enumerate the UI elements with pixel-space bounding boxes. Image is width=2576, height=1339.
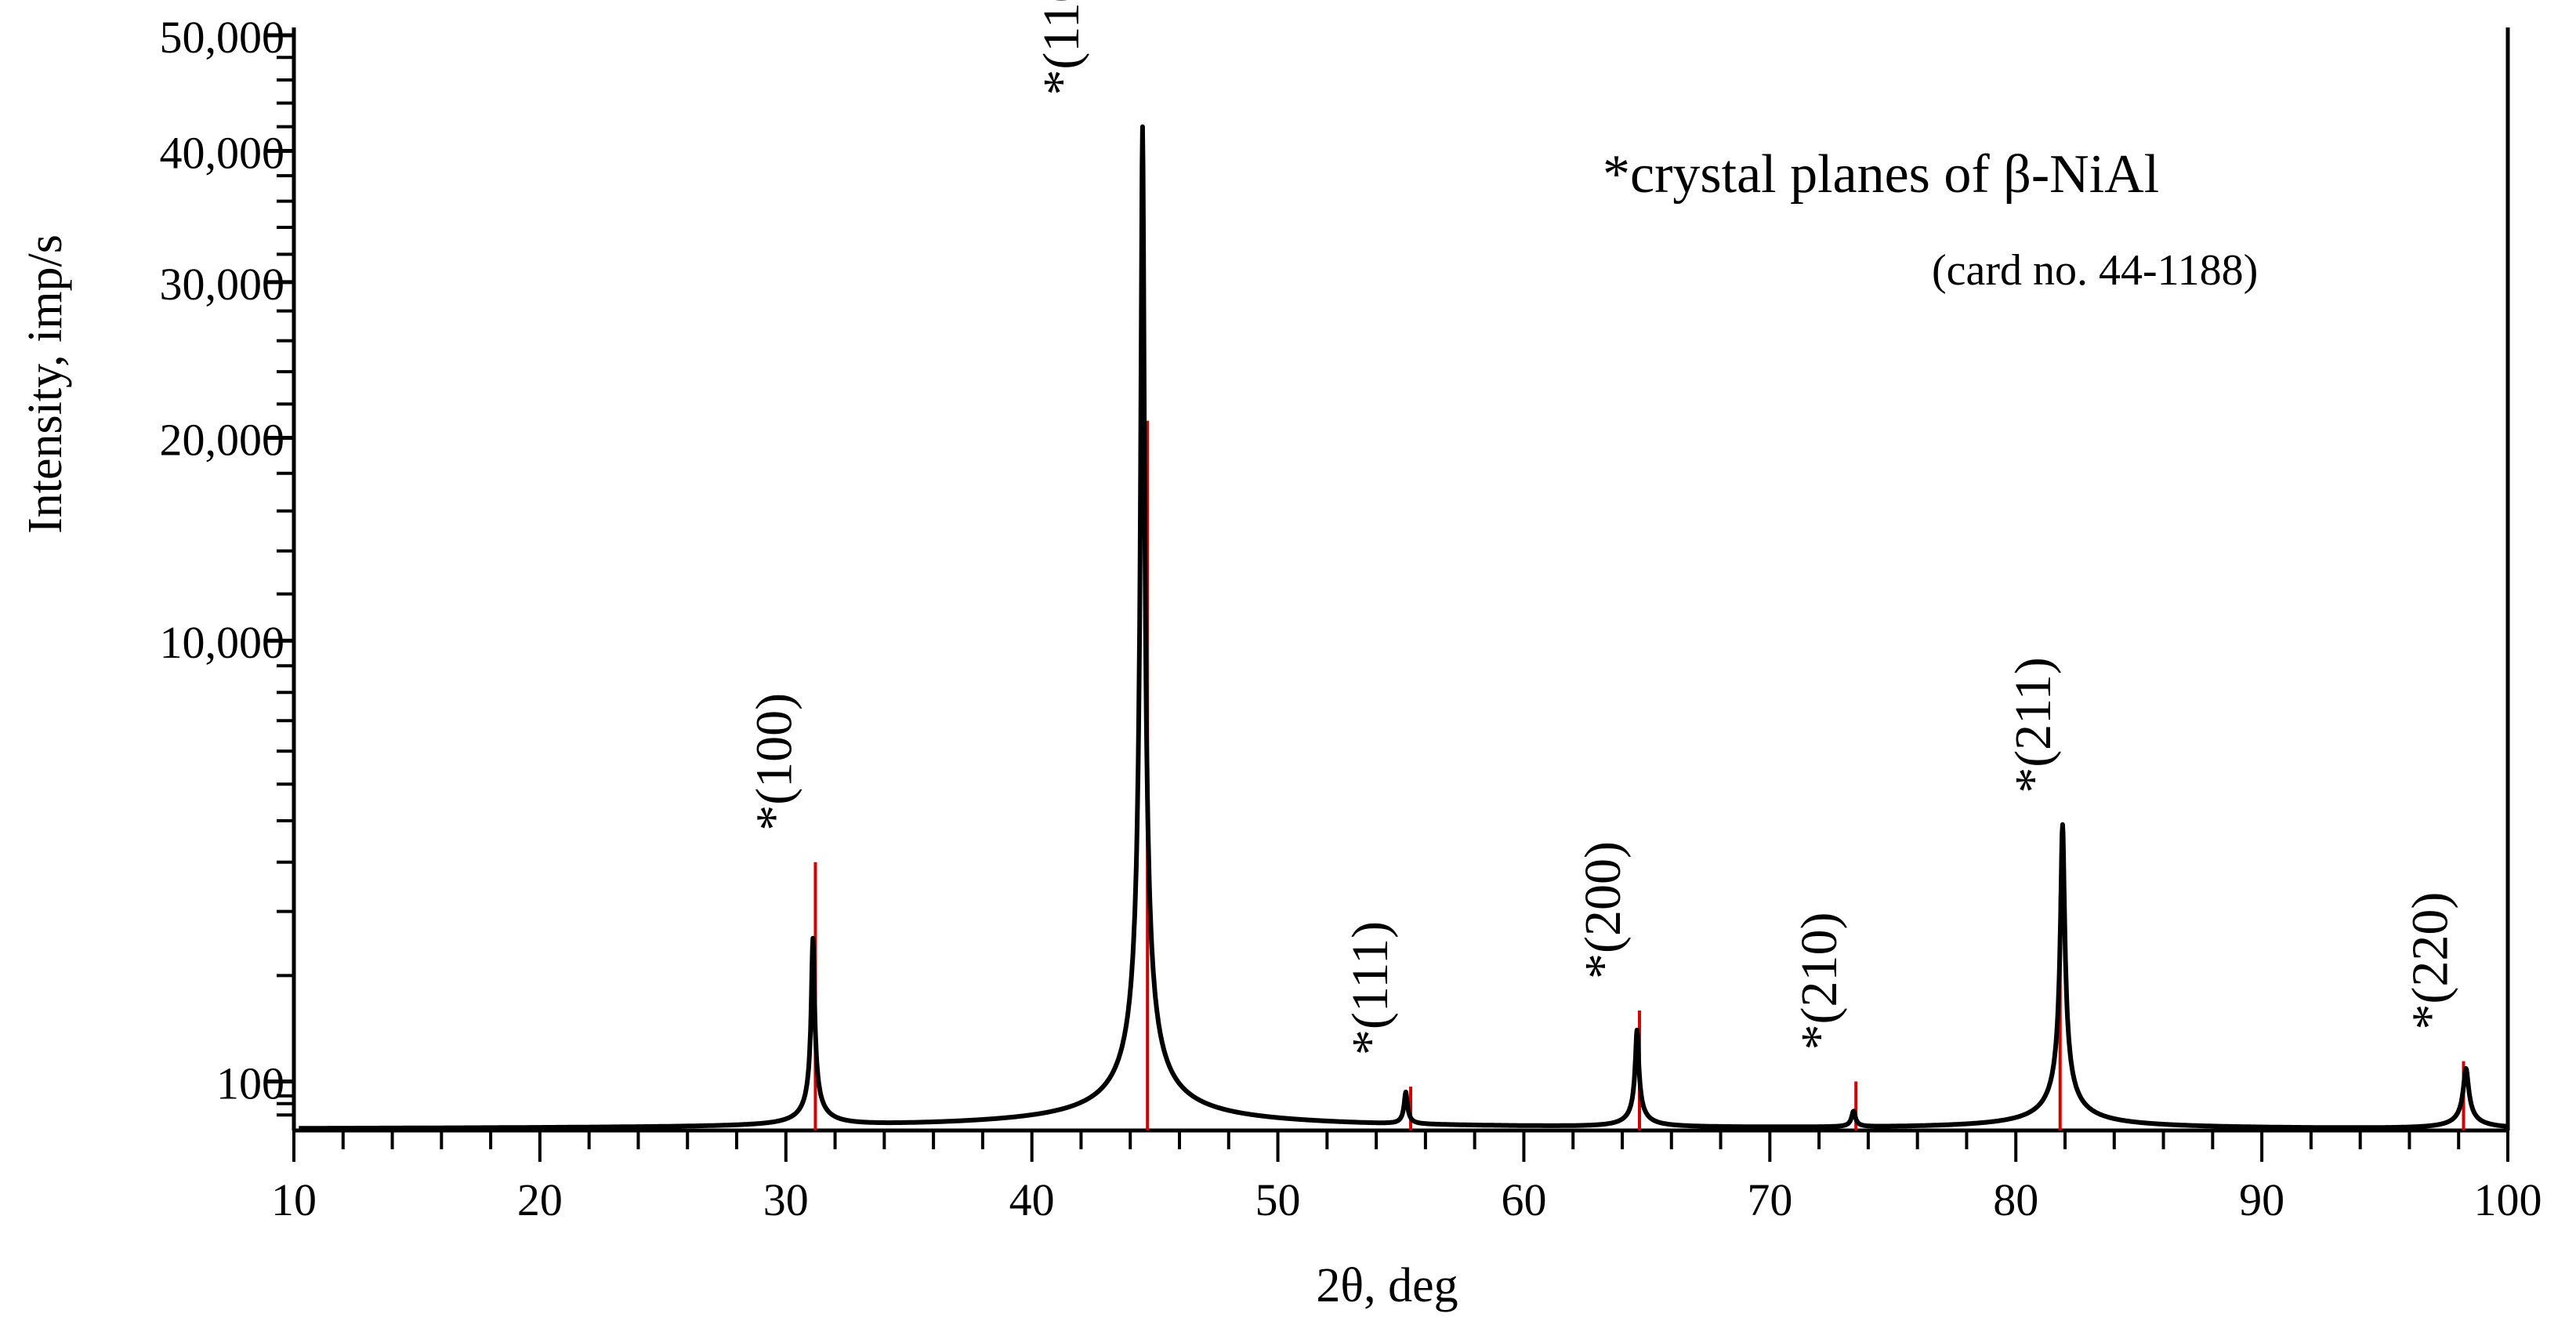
- x-tick-label: 60: [1501, 1174, 1546, 1225]
- y-tick-label: 40,000: [160, 127, 285, 178]
- annotation-title: *crystal planes of β-NiAl: [1603, 144, 2159, 205]
- x-tick-label: 40: [1009, 1174, 1055, 1225]
- peak-label: *(220): [2402, 892, 2459, 1030]
- peak-label: *(111): [1342, 921, 1399, 1055]
- y-tick-label: 20,000: [160, 414, 285, 465]
- x-tick-label: 20: [517, 1174, 563, 1225]
- x-tick-label: 30: [763, 1174, 809, 1225]
- peak-label: *(210): [1791, 913, 1848, 1051]
- y-tick-label: 30,000: [160, 259, 285, 310]
- peak-labels: *(100) *(110) *(111) *(200) *(210) *(211) *(22…: [745, 0, 2458, 1055]
- peak-label: *(200): [1574, 841, 1632, 979]
- x-tick-label: 90: [2239, 1174, 2284, 1225]
- y-tick-label: 10,000: [160, 617, 285, 668]
- y-tick-label: 50,000: [160, 12, 285, 63]
- y-axis-title: Intensity, imp/s: [19, 234, 72, 534]
- x-tick-label: 100: [2474, 1174, 2542, 1225]
- plot-frame: [292, 27, 2510, 1133]
- peak-label: *(110): [1033, 0, 1090, 96]
- y-axis-ticks: 100 10,000 20,000 30,000 40,000 50,000: [160, 12, 294, 1117]
- x-tick-label: 70: [1747, 1174, 1792, 1225]
- annotation-card-number: (card no. 44-1188): [1932, 246, 2258, 295]
- x-tick-label: 80: [1993, 1174, 2038, 1225]
- x-axis-title: 2θ, deg: [1316, 1259, 1458, 1312]
- y-tick-label: 100: [216, 1058, 284, 1109]
- reference-series: [813, 420, 2465, 1130]
- peak-label: *(100): [745, 693, 803, 831]
- peak-label: *(211): [2005, 657, 2062, 793]
- x-tick-label: 10: [271, 1174, 317, 1225]
- x-tick-label: 50: [1255, 1174, 1301, 1225]
- x-axis-ticks: 10 20 30 40 50 60 70 80 90 100: [271, 1130, 2542, 1225]
- measured-pattern-line: [296, 124, 2509, 1131]
